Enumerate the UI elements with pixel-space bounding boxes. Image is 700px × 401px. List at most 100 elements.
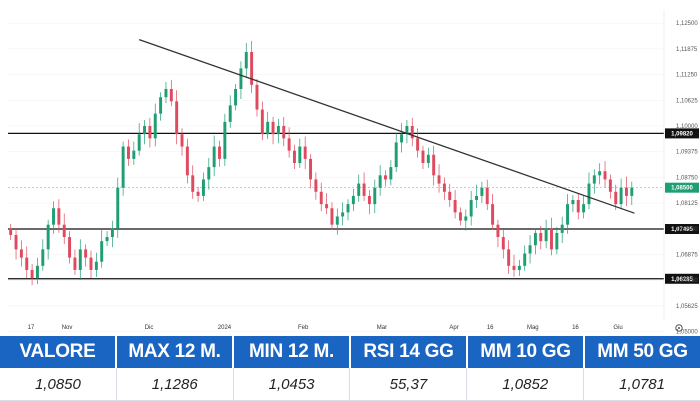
x-tick-label: Giu — [613, 325, 622, 331]
candle-body — [528, 245, 532, 254]
candle-body — [78, 249, 82, 270]
x-tick-label: Mar — [377, 325, 387, 331]
value-rsi-14gg: 55,37 — [350, 368, 468, 400]
candle-body — [367, 195, 371, 205]
candle-body — [276, 125, 280, 135]
candle — [442, 177, 446, 200]
candle — [362, 172, 366, 201]
candle — [480, 181, 484, 203]
candle — [592, 169, 596, 194]
candle — [416, 128, 420, 158]
candle-body — [14, 234, 18, 250]
candle-body — [389, 167, 393, 180]
candle — [164, 81, 168, 104]
level-label: 1,09820 — [671, 131, 693, 137]
candle — [346, 199, 350, 221]
y-tick-label: 1,10625 — [676, 98, 698, 104]
candle-body — [41, 249, 45, 266]
candle — [169, 79, 173, 107]
candle — [175, 90, 179, 145]
candle — [614, 184, 618, 211]
candle — [566, 194, 570, 234]
candle-body — [571, 200, 575, 205]
candle — [282, 116, 286, 147]
candle-body — [153, 113, 157, 139]
y-tick-label: 1,06875 — [676, 253, 698, 259]
candle-body — [608, 179, 612, 192]
candle — [52, 201, 55, 234]
candle — [598, 163, 602, 185]
candle — [244, 42, 248, 78]
candle — [624, 176, 628, 206]
y-tick-label: 1,11875 — [676, 47, 698, 53]
candle — [325, 193, 329, 215]
candle-body — [432, 154, 436, 176]
candle-body — [9, 228, 13, 235]
candle — [421, 145, 425, 169]
candle-body — [185, 146, 189, 176]
candle — [271, 116, 275, 145]
x-tick-label: 16 — [487, 325, 494, 331]
candle — [116, 177, 120, 238]
candle-body — [164, 88, 168, 98]
x-tick-label: Nov — [62, 325, 73, 331]
candle — [180, 128, 184, 156]
candle — [298, 138, 302, 168]
candle — [576, 193, 580, 220]
candle-body — [303, 146, 307, 159]
candle — [453, 189, 457, 219]
candle-body — [475, 195, 478, 201]
candle-body — [287, 138, 291, 151]
candle-body — [207, 167, 211, 180]
candle-body — [57, 208, 61, 225]
candle-body — [137, 134, 141, 151]
candle — [127, 139, 130, 166]
candle-body — [378, 175, 382, 188]
value-valore: 1,0850 — [0, 368, 117, 400]
candle-body — [84, 249, 88, 258]
candlestick-series — [9, 40, 634, 286]
candle — [528, 235, 532, 264]
level-label-bg — [665, 273, 699, 284]
settings-icon[interactable] — [675, 324, 683, 332]
candle-body — [159, 97, 163, 114]
candle-body — [517, 265, 521, 270]
candle — [485, 179, 489, 211]
candle — [260, 101, 264, 141]
x-tick-label: 2024 — [218, 325, 232, 331]
candle — [41, 239, 45, 271]
candle — [68, 231, 72, 264]
header-max-12m: MAX 12 M. — [117, 336, 234, 368]
candle-body — [501, 237, 505, 250]
candle — [357, 174, 361, 202]
candle — [587, 172, 591, 210]
candle-body — [448, 191, 452, 201]
candle-body — [228, 105, 232, 122]
candle — [432, 145, 436, 186]
trendline — [138, 38, 635, 214]
candle-body — [266, 121, 270, 135]
candle-body — [121, 146, 125, 188]
candle-body — [555, 232, 559, 250]
candle-body — [196, 191, 200, 196]
y-tick-label: 1,12500 — [676, 21, 698, 27]
candle-body — [169, 88, 173, 102]
y-tick-label: 1,09375 — [676, 150, 698, 156]
candle — [25, 246, 29, 278]
candle-body — [250, 51, 254, 85]
candle — [100, 230, 104, 268]
candle — [405, 120, 409, 144]
header-rsi-14gg: RSI 14 GG — [351, 336, 468, 368]
candle — [373, 179, 377, 214]
candle — [234, 84, 238, 111]
candle — [378, 165, 382, 196]
candle-body — [384, 175, 387, 180]
level-label-bg — [665, 128, 699, 139]
y-tick-label: 1,05625 — [676, 304, 698, 310]
candle — [159, 92, 163, 121]
value-max-12m: 1,1286 — [117, 368, 234, 400]
candle — [491, 194, 495, 230]
candle — [255, 78, 259, 117]
candle — [228, 95, 232, 128]
candle-body — [560, 224, 564, 233]
